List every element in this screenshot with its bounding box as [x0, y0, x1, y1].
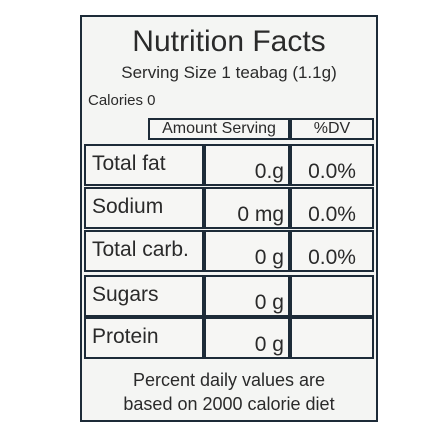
- footer-line: based on 2000 calorie diet: [123, 394, 335, 414]
- amount: 0 g: [204, 275, 290, 317]
- nutrition-label: Nutrition Facts Serving Size 1 teabag (1…: [80, 15, 378, 422]
- daily-value: [290, 317, 374, 359]
- nutrient-name: Sugars: [84, 275, 204, 317]
- column-header: Amount Serving: [148, 118, 290, 140]
- daily-value: 0.0%: [290, 230, 374, 272]
- amount: 0 mg: [204, 187, 290, 229]
- nutrient-name: Total fat: [84, 144, 204, 186]
- daily-value: 0.0%: [290, 144, 374, 186]
- amount: 0 g: [204, 317, 290, 359]
- serving-size: Serving Size 1 teabag (1.1g): [121, 63, 337, 82]
- amount: 0 g: [204, 230, 290, 272]
- nutrient-name: Sodium: [84, 187, 204, 229]
- footer-line: Percent daily values are: [132, 370, 326, 390]
- daily-value: [290, 275, 374, 317]
- calories: Calories 0: [88, 92, 156, 109]
- title: Nutrition Facts: [132, 25, 326, 58]
- nutrient-name: Total carb.: [84, 230, 204, 272]
- amount: 0.g: [204, 144, 290, 186]
- column-header: %DV: [290, 118, 374, 140]
- nutrient-name: Protein: [84, 317, 204, 359]
- daily-value: 0.0%: [290, 187, 374, 229]
